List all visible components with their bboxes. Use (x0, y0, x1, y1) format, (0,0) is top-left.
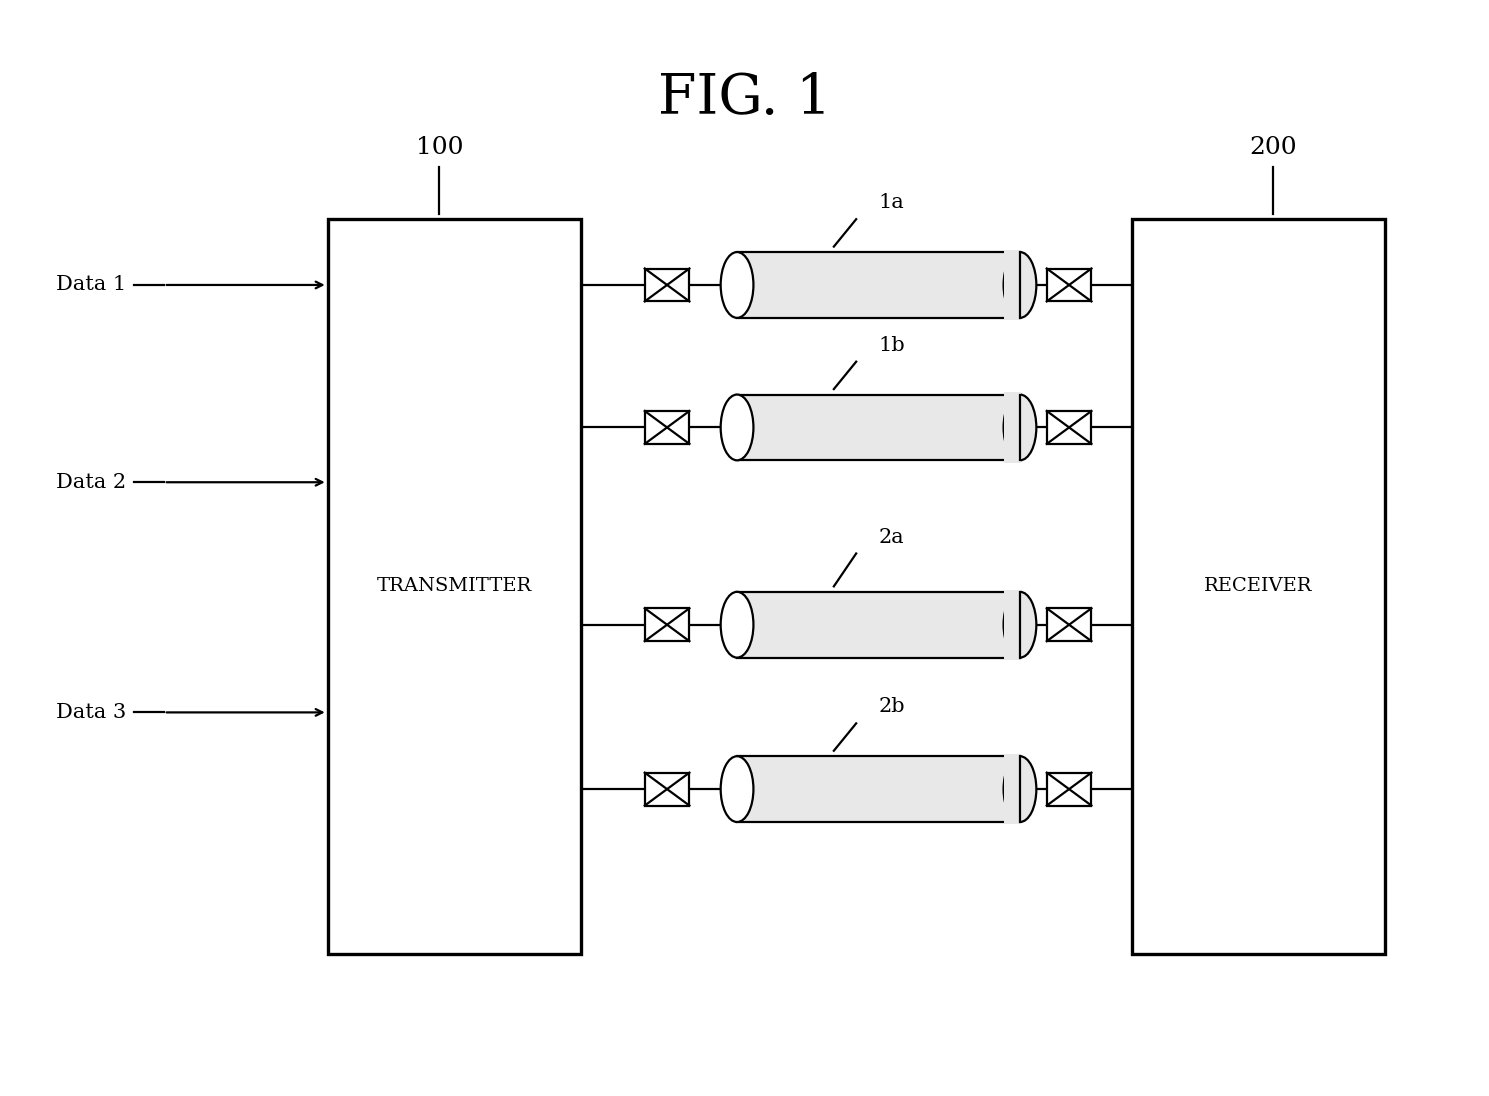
Bar (645, 411, 689, 444)
Bar (1004, 754, 1021, 824)
Bar (645, 773, 689, 806)
Text: RECEIVER: RECEIVER (1205, 578, 1312, 595)
Bar (1047, 608, 1091, 641)
Bar (1004, 250, 1021, 320)
Text: 100: 100 (415, 136, 463, 159)
Bar (1004, 590, 1021, 660)
Bar (737, 756, 1020, 822)
Text: FIG. 1: FIG. 1 (658, 71, 831, 126)
Ellipse shape (721, 252, 753, 318)
Ellipse shape (721, 395, 753, 460)
Bar (1004, 392, 1021, 463)
Bar (645, 608, 689, 641)
Bar (645, 269, 689, 301)
Ellipse shape (1004, 252, 1036, 318)
Bar (737, 395, 1020, 460)
Bar (1047, 269, 1091, 301)
Ellipse shape (1004, 592, 1036, 658)
Ellipse shape (1004, 395, 1036, 460)
Text: Data 2: Data 2 (57, 472, 127, 492)
Bar (737, 252, 1020, 318)
Ellipse shape (721, 592, 753, 658)
Bar (1132, 219, 1385, 954)
Text: TRANSMITTER: TRANSMITTER (377, 578, 532, 595)
Ellipse shape (721, 756, 753, 822)
Bar (328, 219, 581, 954)
Text: 1a: 1a (879, 193, 904, 213)
Text: 2b: 2b (879, 697, 905, 717)
Bar (1047, 773, 1091, 806)
Text: Data 1: Data 1 (57, 275, 127, 295)
Text: Data 3: Data 3 (57, 703, 127, 722)
Text: 2a: 2a (879, 527, 904, 547)
Ellipse shape (1004, 756, 1036, 822)
Text: 200: 200 (1249, 136, 1297, 159)
Bar (1047, 411, 1091, 444)
Bar (737, 592, 1020, 658)
Text: 1b: 1b (879, 335, 905, 355)
